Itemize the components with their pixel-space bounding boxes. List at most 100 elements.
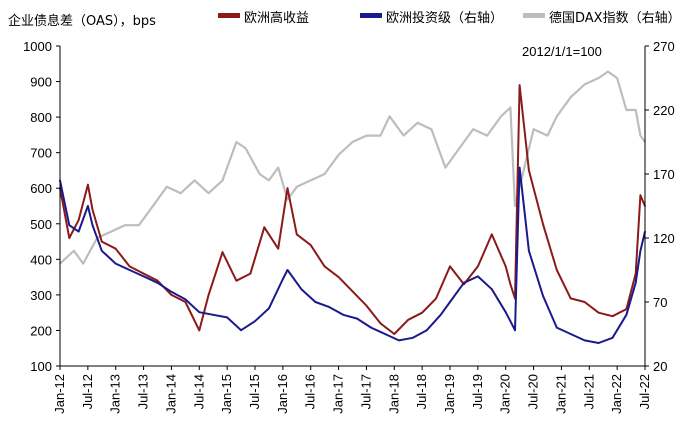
data-point-2-36: [514, 205, 516, 207]
x-tick-label-11: Jul-17: [358, 374, 373, 409]
x-tick-label-3: Jul-13: [136, 374, 151, 409]
data-point-0-8: [142, 272, 145, 275]
data-point-1-2: [77, 230, 80, 233]
data-point-1-40: [542, 294, 544, 297]
data-point-2-1: [73, 249, 75, 252]
data-point-1-37: [514, 329, 516, 332]
data-point-0-38: [518, 84, 521, 86]
data-point-2-14: [244, 147, 247, 150]
x-tick-label-17: Jul-20: [526, 374, 541, 409]
data-point-2-41: [569, 96, 572, 99]
x-tick-label-14: Jan-19: [442, 374, 457, 414]
data-point-0-12: [198, 329, 201, 332]
data-point-2-29: [430, 128, 433, 131]
x-tick-label-1: Jul-12: [80, 374, 95, 409]
data-point-2-5: [124, 224, 126, 227]
data-point-1-46: [625, 313, 628, 316]
data-point-1-25: [370, 326, 372, 329]
data-point-1-34: [490, 288, 493, 291]
data-point-0-26: [379, 322, 382, 325]
data-point-2-22: [337, 153, 340, 156]
data-point-0-21: [309, 244, 312, 247]
data-point-1-43: [583, 339, 586, 342]
data-point-0-25: [365, 304, 368, 307]
data-point-2-31: [458, 147, 461, 150]
data-point-1-27: [398, 339, 400, 342]
data-point-2-39: [546, 134, 549, 137]
y-left-tick-label-0: 100: [30, 359, 52, 374]
data-point-1-11: [184, 298, 187, 301]
data-point-1-39: [528, 249, 530, 252]
data-point-0-40: [542, 222, 544, 225]
x-tick-label-8: Jan-16: [275, 374, 290, 414]
data-point-0-19: [286, 187, 289, 190]
data-point-1-35: [504, 311, 507, 314]
series-line-2: [59, 70, 646, 265]
data-point-0-14: [221, 251, 224, 254]
data-point-1-21: [314, 301, 317, 303]
data-point-2-17: [277, 166, 280, 169]
data-point-2-13: [235, 141, 238, 143]
data-point-1-28: [412, 336, 414, 339]
data-point-0-10: [170, 294, 173, 296]
data-point-1-6: [114, 262, 117, 265]
legend-swatch-0: [218, 13, 240, 18]
y-left-tick-label-6: 700: [30, 146, 52, 161]
data-point-2-16: [268, 179, 270, 182]
data-point-0-28: [407, 318, 410, 321]
data-point-2-15: [258, 173, 261, 175]
data-point-1-18: [282, 278, 284, 280]
data-point-1-16: [254, 320, 256, 323]
data-point-1-30: [439, 313, 442, 316]
y-right-tick-label-3: 170: [653, 167, 675, 182]
y-left-tick-label-2: 300: [30, 288, 52, 303]
data-point-2-8: [165, 185, 168, 188]
data-point-2-25: [379, 134, 382, 137]
y-left-tick-label-1: 200: [30, 323, 52, 338]
data-point-2-27: [402, 134, 405, 137]
data-point-0-33: [477, 265, 479, 268]
y-right-tick-label-1: 70: [653, 295, 667, 310]
data-point-0-20: [295, 233, 298, 236]
data-point-2-19: [295, 185, 298, 188]
data-point-2-42: [583, 83, 586, 86]
data-point-1-31: [449, 301, 451, 303]
x-tick-label-21: Jul-22: [637, 374, 652, 409]
data-point-0-29: [421, 311, 423, 314]
data-point-2-47: [634, 109, 637, 111]
data-point-1-13: [212, 313, 215, 316]
x-tick-label-19: Jul-21: [581, 374, 596, 409]
data-point-2-20: [309, 179, 312, 182]
x-tick-label-15: Jul-19: [470, 374, 485, 409]
data-point-1-38: [518, 166, 521, 169]
data-point-1-33: [477, 275, 479, 278]
data-point-0-18: [277, 247, 280, 250]
data-point-1-4: [91, 224, 94, 227]
data-point-2-4: [110, 230, 112, 233]
data-point-2-28: [416, 121, 419, 124]
data-point-1-19: [286, 269, 289, 271]
data-point-2-2: [82, 262, 85, 265]
annotation-base-date: 2012/1/1=100: [522, 44, 602, 59]
data-point-2-38: [532, 128, 535, 131]
data-point-0-45: [611, 315, 614, 318]
data-point-1-14: [226, 316, 229, 319]
data-point-1-32: [463, 281, 465, 284]
legend-swatch-2: [523, 13, 545, 18]
data-point-2-34: [500, 115, 502, 118]
data-point-1-20: [300, 288, 303, 291]
data-point-0-27: [393, 333, 396, 335]
data-point-0-34: [490, 233, 493, 236]
data-point-2-10: [193, 179, 196, 182]
data-point-1-47: [634, 281, 637, 284]
data-point-1-23: [342, 313, 345, 316]
data-point-1-48: [639, 249, 642, 252]
y-right-tick-label-0: 20: [653, 359, 667, 374]
data-point-0-22: [323, 265, 326, 268]
data-point-2-18: [286, 198, 289, 201]
y-right-tick-label-2: 120: [653, 231, 675, 246]
y-left-tick-label-4: 500: [30, 217, 52, 232]
data-point-1-26: [384, 333, 386, 335]
data-point-0-42: [569, 297, 572, 300]
data-point-0-2: [77, 219, 80, 222]
